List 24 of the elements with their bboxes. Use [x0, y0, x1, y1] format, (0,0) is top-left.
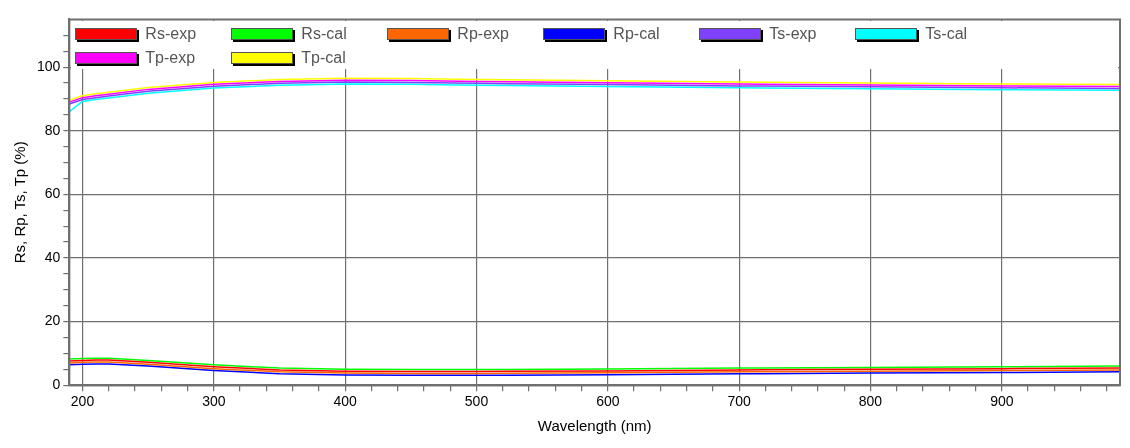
- legend-label: Rs-exp: [145, 25, 197, 44]
- x-tick-label: 800: [858, 393, 883, 410]
- x-tick-label: 700: [727, 393, 752, 410]
- x-tick-label: 300: [202, 393, 226, 410]
- x-tick-label: 500: [464, 393, 489, 410]
- x-tick-label: 200: [70, 393, 95, 410]
- y-tick-label: 40: [44, 248, 61, 265]
- y-axis-title: Rs, Rp, Ts, Tp (%): [11, 141, 29, 264]
- legend-label: Tp-cal: [301, 49, 346, 68]
- y-tick-label: 60: [44, 185, 61, 202]
- legend-label: Tp-exp: [145, 49, 196, 68]
- legend-label: Ts-exp: [769, 25, 817, 44]
- x-tick-label: 400: [333, 393, 358, 410]
- y-tick-label: 80: [44, 121, 61, 138]
- y-tick-label: 100: [37, 57, 61, 74]
- legend-label: Rp-exp: [457, 25, 509, 44]
- y-tick-label: 20: [44, 312, 61, 329]
- legend-label: Ts-cal: [925, 25, 968, 44]
- legend-label: Rp-cal: [613, 25, 660, 44]
- x-tick-label: 600: [596, 393, 620, 410]
- y-tick-label: 0: [52, 376, 61, 393]
- x-axis-title: Wavelength (nm): [537, 417, 652, 435]
- legend-label: Rs-cal: [301, 25, 347, 44]
- x-tick-label: 900: [990, 393, 1014, 410]
